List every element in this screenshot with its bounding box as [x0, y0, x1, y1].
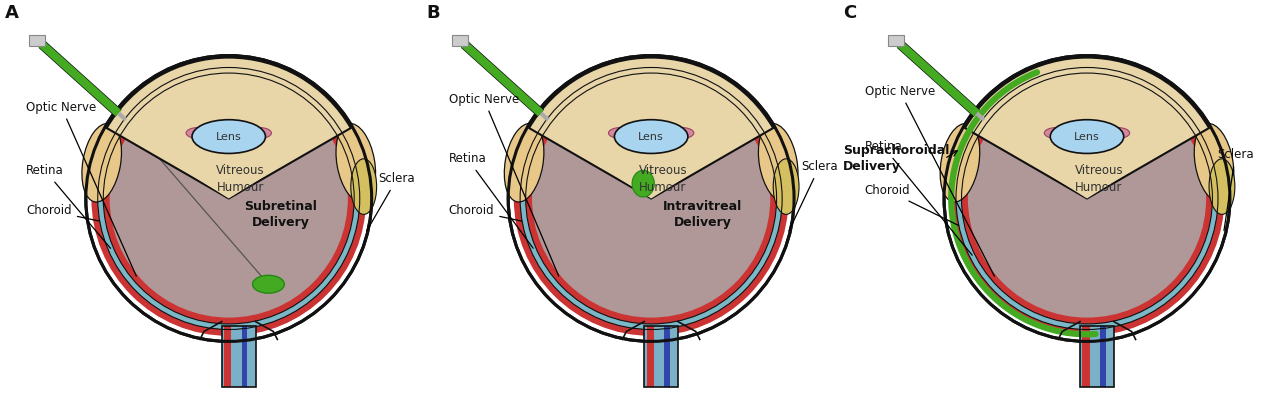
Polygon shape	[632, 170, 654, 197]
Circle shape	[961, 73, 1212, 324]
Ellipse shape	[1044, 127, 1070, 139]
Text: Choroid: Choroid	[27, 204, 99, 221]
Ellipse shape	[335, 123, 375, 202]
Circle shape	[86, 56, 371, 341]
Bar	[664, 326, 669, 387]
Text: Vitreous
Humour: Vitreous Humour	[1075, 164, 1124, 194]
Text: Choroid: Choroid	[865, 184, 959, 225]
Ellipse shape	[192, 120, 265, 153]
Wedge shape	[548, 77, 754, 198]
Circle shape	[513, 61, 788, 336]
Wedge shape	[125, 77, 332, 198]
Bar	[644, 326, 678, 387]
Ellipse shape	[668, 127, 694, 139]
Circle shape	[520, 67, 782, 330]
Circle shape	[956, 67, 1219, 330]
Circle shape	[950, 61, 1225, 336]
Ellipse shape	[351, 159, 376, 214]
Ellipse shape	[758, 123, 797, 202]
Circle shape	[91, 61, 366, 336]
Ellipse shape	[186, 127, 212, 139]
Text: Lens: Lens	[639, 131, 664, 142]
Text: Optic Nerve: Optic Nerve	[27, 101, 136, 276]
Ellipse shape	[1194, 123, 1234, 202]
Text: Sclera: Sclera	[1217, 148, 1253, 231]
Circle shape	[532, 79, 771, 318]
Bar	[224, 326, 232, 387]
Text: Lens: Lens	[1074, 131, 1100, 142]
Text: Sclera: Sclera	[788, 160, 837, 231]
Text: Retina: Retina	[865, 141, 973, 255]
Circle shape	[968, 79, 1206, 318]
Circle shape	[110, 79, 348, 318]
Bar	[1080, 326, 1114, 387]
Text: Retina: Retina	[449, 152, 534, 248]
Ellipse shape	[608, 127, 635, 139]
Text: Optic Nerve: Optic Nerve	[449, 93, 559, 276]
FancyBboxPatch shape	[29, 35, 45, 46]
Text: B: B	[426, 4, 440, 22]
Text: Sclera: Sclera	[366, 172, 415, 231]
Text: Optic Nerve: Optic Nerve	[865, 85, 995, 276]
Ellipse shape	[1051, 120, 1124, 153]
Wedge shape	[106, 58, 351, 198]
Text: Retina: Retina	[27, 164, 110, 249]
Ellipse shape	[1103, 127, 1130, 139]
Text: Intravitreal
Delivery: Intravitreal Delivery	[663, 200, 742, 229]
Ellipse shape	[82, 123, 122, 202]
Wedge shape	[529, 58, 773, 198]
Bar	[221, 326, 256, 387]
Wedge shape	[965, 58, 1210, 198]
Bar	[1100, 326, 1106, 387]
Wedge shape	[984, 77, 1189, 198]
Ellipse shape	[252, 275, 284, 293]
FancyBboxPatch shape	[887, 35, 904, 46]
Text: Vitreous
Humour: Vitreous Humour	[639, 164, 687, 194]
Circle shape	[945, 56, 1230, 341]
Text: Vitreous
Humour: Vitreous Humour	[216, 164, 265, 194]
Bar	[644, 326, 678, 387]
Ellipse shape	[1210, 159, 1235, 214]
Circle shape	[508, 56, 794, 341]
Circle shape	[104, 73, 355, 324]
Text: Choroid: Choroid	[449, 204, 521, 221]
Text: A: A	[4, 4, 18, 22]
Bar	[1083, 326, 1089, 387]
Ellipse shape	[246, 127, 271, 139]
Circle shape	[97, 67, 360, 330]
Ellipse shape	[940, 123, 979, 202]
Circle shape	[526, 73, 777, 324]
Text: Lens: Lens	[216, 131, 242, 142]
Ellipse shape	[773, 159, 799, 214]
Text: Subretinal
Delivery: Subretinal Delivery	[244, 200, 316, 229]
Bar	[242, 326, 247, 387]
Text: Suprachoroidal
Delivery: Suprachoroidal Delivery	[842, 144, 950, 173]
Ellipse shape	[614, 120, 687, 153]
Ellipse shape	[504, 123, 544, 202]
FancyBboxPatch shape	[452, 35, 467, 46]
Bar	[646, 326, 654, 387]
Bar	[221, 326, 256, 387]
Bar	[1080, 326, 1114, 387]
Text: C: C	[842, 4, 856, 22]
